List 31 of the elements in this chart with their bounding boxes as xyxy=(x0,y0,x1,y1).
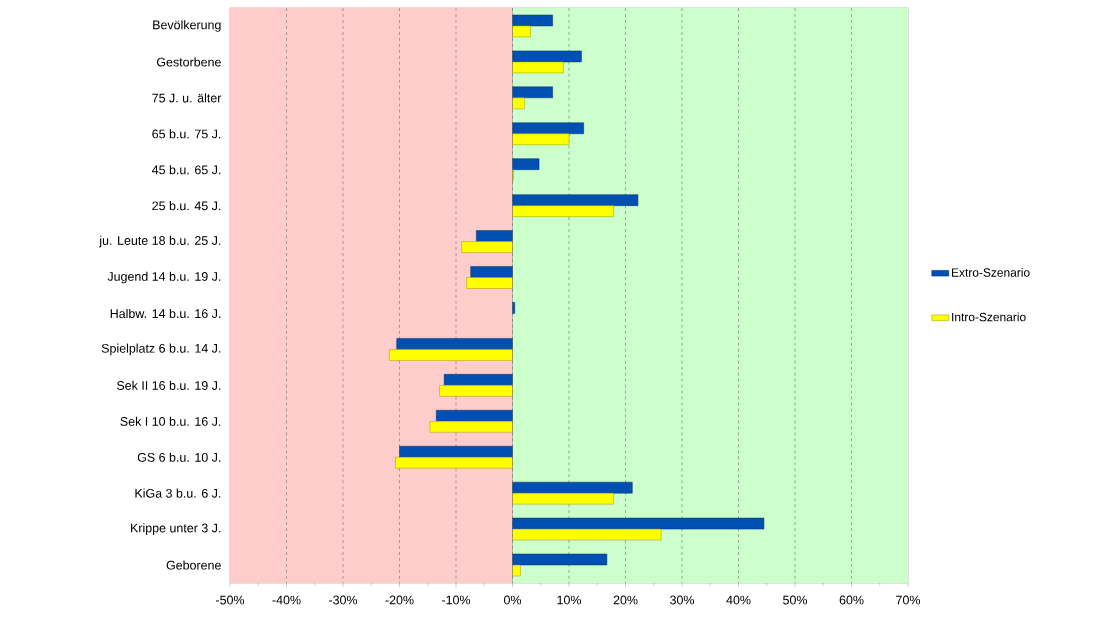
y-tick-label: Spielplatz 6 b.u. 14 J. xyxy=(101,343,221,356)
y-tick-label: Sek I 10 b.u. 16 J. xyxy=(120,416,221,426)
y-tick-label: 75 J. u. älter xyxy=(152,93,222,103)
y-tick-label: Halbw. 14 b.u. 16 J. xyxy=(110,308,221,319)
x-tick-label: 20% xyxy=(613,595,638,605)
y-tick-label: KiGa 3 b.u. 6 J. xyxy=(135,488,221,498)
x-tick-label: 0% xyxy=(504,595,522,605)
x-tick-label: 60% xyxy=(839,595,864,605)
x-tick-label: -30% xyxy=(329,595,358,605)
x-tick-label: -10% xyxy=(442,595,471,605)
x-tick-label: -40% xyxy=(272,595,301,605)
y-tick-label: Jugend 14 b.u. 19 J. xyxy=(107,271,221,284)
x-tick-label: 40% xyxy=(726,595,751,605)
y-tick-label: 45 b.u. 65 J. xyxy=(151,165,221,175)
y-tick-label: Bevölkerung xyxy=(153,20,221,32)
x-tick-label: 50% xyxy=(783,595,808,605)
x-tick-label: 70% xyxy=(896,595,921,605)
legend-label: Intro-Szenario xyxy=(952,312,1026,322)
x-tick-label: 10% xyxy=(557,595,582,605)
x-tick-label: -50% xyxy=(216,595,245,605)
y-tick-label: ju. Leute 18 b.u. 25 J. xyxy=(99,235,221,248)
legend-label: Extro-Szenario xyxy=(952,267,1030,277)
y-tick-label: GS 6 b.u. 10 J. xyxy=(137,452,221,462)
y-tick-label: Geborene xyxy=(166,560,221,570)
y-tick-label: Sek II 16 b.u. 19 J. xyxy=(116,380,221,390)
y-tick-label: Krippe unter 3 J. xyxy=(131,523,221,535)
x-tick-label: -20% xyxy=(385,595,414,605)
y-tick-label: 25 b.u. 45 J. xyxy=(152,201,221,211)
y-tick-label: Gestorbene xyxy=(156,57,221,67)
x-tick-label: 30% xyxy=(670,595,695,605)
y-tick-label: 65 b.u. 75 J. xyxy=(152,129,221,139)
